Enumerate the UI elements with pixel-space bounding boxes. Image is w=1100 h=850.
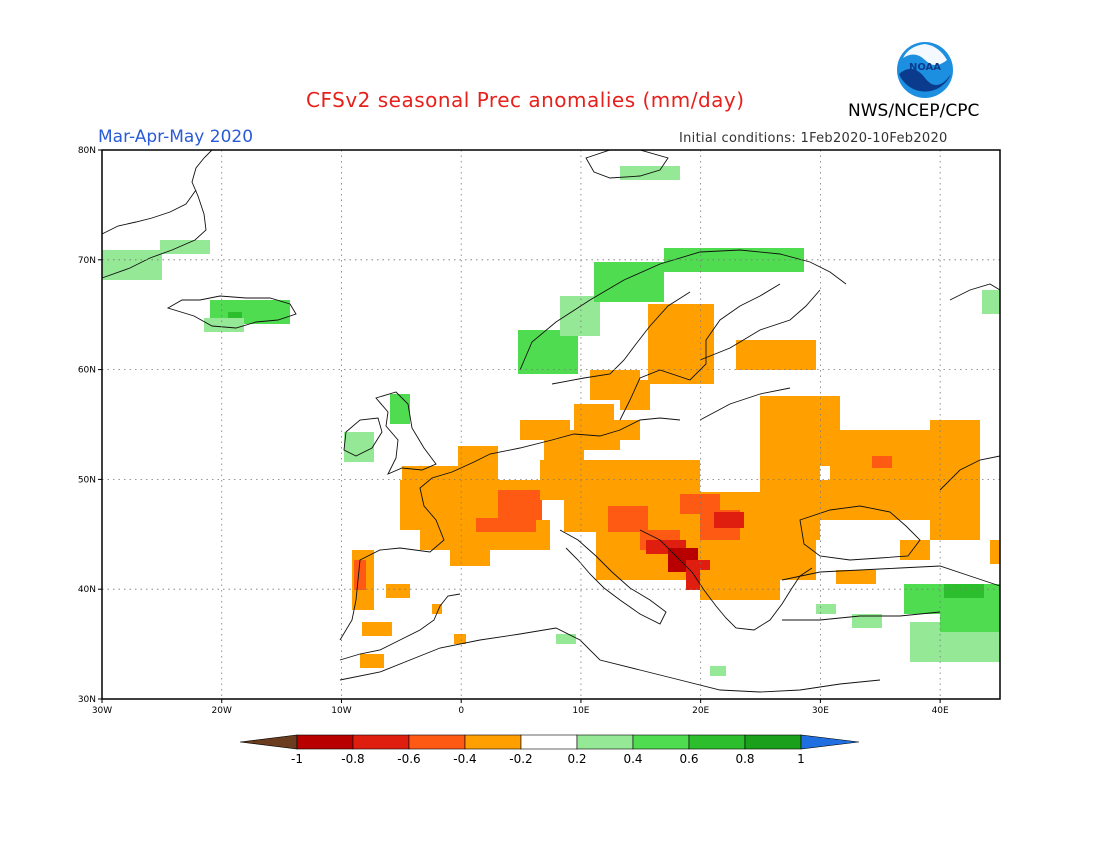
colorbar-swatch: [352, 734, 410, 750]
anomaly-cell: [476, 518, 536, 532]
anomaly-cell: [736, 340, 816, 370]
anomaly-cell: [204, 318, 244, 332]
anomaly-cell: [354, 560, 366, 590]
colorbar: -1 -0.8 -0.6 -0.4 -0.2 0.2 0.4 0.6 0.8 1: [239, 734, 860, 766]
anomaly-cell: [520, 420, 570, 440]
x-tick-label: 0: [458, 706, 464, 716]
anomaly-cell: [760, 460, 820, 540]
x-tick-label: 30W: [92, 706, 112, 716]
graticule: [102, 150, 1000, 699]
initial-conditions: Initial conditions: 1Feb2020-10Feb2020: [679, 131, 948, 146]
colorbar-label: -0.2: [509, 752, 532, 766]
anomaly-cell: [160, 240, 210, 254]
colorbar-label: 0.4: [623, 752, 642, 766]
forecast-period: Mar-Apr-May 2020: [98, 127, 254, 147]
anomaly-cell: [454, 634, 466, 644]
y-tick-label: 50N: [78, 475, 96, 485]
anomaly-cell: [990, 540, 1000, 564]
colorbar-high-arrow: [800, 734, 860, 750]
y-tick-label: 40N: [78, 585, 96, 595]
map-frame: [101, 149, 1001, 700]
anomaly-cell: [360, 654, 384, 668]
anomaly-cell: [600, 560, 660, 580]
x-tick-label: 40E: [932, 706, 949, 716]
colorbar-swatch: [576, 734, 634, 750]
x-tick-label: 20W: [212, 706, 232, 716]
colorbar-label: -0.4: [453, 752, 476, 766]
anomaly-cell: [700, 570, 780, 600]
anomaly-cell: [450, 546, 490, 566]
y-tick-label: 30N: [78, 695, 96, 705]
anomaly-cell: [760, 396, 840, 466]
colorbar-low-arrow: [239, 734, 298, 750]
colorbar-label: -1: [291, 752, 303, 766]
colorbar-label: 1: [797, 752, 805, 766]
colorbar-label: 0.6: [679, 752, 698, 766]
x-tick-label: 20E: [692, 706, 709, 716]
anomaly-cell: [714, 512, 744, 528]
anomaly-cell: [518, 330, 578, 374]
anomaly-cell: [620, 380, 650, 410]
anomaly-cell: [900, 540, 930, 560]
anomaly-cell: [390, 394, 410, 424]
x-tick-label: 30E: [812, 706, 829, 716]
anomaly-cell: [820, 480, 940, 520]
agency-label: NWS/NCEP/CPC: [848, 101, 980, 121]
anomaly-cell: [940, 612, 1000, 632]
anomaly-cell: [944, 584, 984, 598]
colorbar-swatch: [744, 734, 802, 750]
colorbar-label: -0.6: [397, 752, 420, 766]
anomaly-cell: [836, 570, 876, 584]
colorbar-swatch: [464, 734, 522, 750]
anomaly-cell: [560, 296, 600, 336]
colorbar-swatch: [688, 734, 746, 750]
anomaly-cell: [982, 290, 1000, 314]
anomaly-cell: [710, 666, 726, 676]
y-tick-label: 80N: [78, 146, 96, 156]
anomaly-cell: [852, 614, 882, 628]
colorbar-swatch: [520, 734, 578, 750]
colorbar-label: -0.8: [341, 752, 364, 766]
anomaly-cells: [102, 166, 1000, 676]
y-tick-label: 70N: [78, 256, 96, 266]
anomaly-cell: [930, 420, 980, 540]
colorbar-label: 0.8: [735, 752, 754, 766]
axis-ticks: 30W 20W 10W 0 10E 20E 30E 40E 30N 40N 50N 60N 70N 80N: [78, 146, 949, 716]
anomaly-cell: [664, 248, 804, 272]
anomaly-cell: [498, 490, 542, 520]
chart-title: CFSv2 seasonal Prec anomalies (mm/day): [306, 88, 745, 112]
colorbar-swatch: [408, 734, 466, 750]
colorbar-label: 0.2: [567, 752, 586, 766]
anomaly-cell: [386, 584, 410, 598]
x-tick-label: 10W: [331, 706, 351, 716]
anomaly-cell: [680, 494, 720, 514]
anomaly-cell: [102, 250, 162, 280]
anomaly-cell: [432, 604, 442, 614]
anomaly-cell: [816, 604, 836, 614]
anomaly-cell: [556, 634, 576, 644]
colorbar-swatch: [632, 734, 690, 750]
x-tick-label: 10E: [572, 706, 589, 716]
logo-text: NOAA: [909, 62, 941, 73]
anomaly-cell: [648, 304, 714, 384]
colorbar-swatch: [296, 734, 354, 750]
anomaly-cell: [872, 456, 892, 468]
anomaly-cell: [344, 432, 374, 462]
anomaly-cell: [608, 506, 648, 532]
noaa-logo-icon: NOAA: [897, 42, 953, 98]
y-tick-label: 60N: [78, 366, 96, 376]
anomaly-cell: [594, 262, 664, 302]
anomaly-cell: [362, 622, 392, 636]
